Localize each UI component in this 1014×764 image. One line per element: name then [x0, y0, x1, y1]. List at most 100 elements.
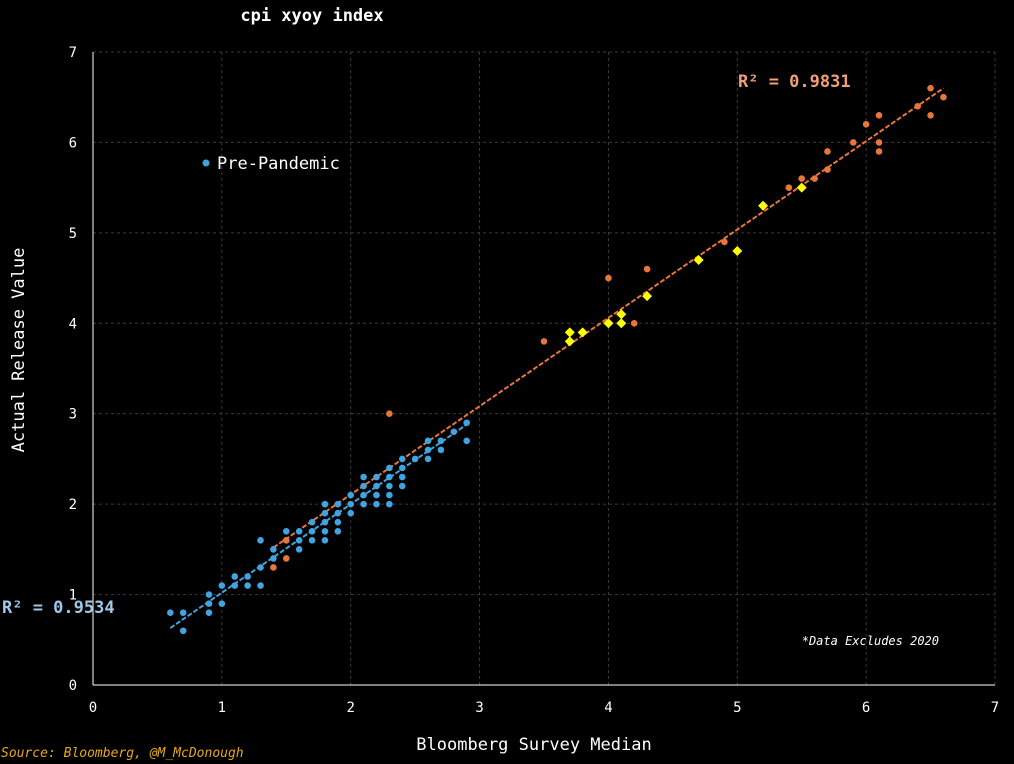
point-pre-pandemic [321, 500, 329, 508]
point-pre-pandemic [386, 491, 393, 499]
point-pre-pandemic [360, 473, 367, 481]
point-pre-pandemic [386, 464, 393, 472]
r-squared-post-pandemic: R² = 0.9831 [738, 72, 851, 92]
point-post-pandemic [386, 410, 393, 418]
point-pre-pandemic [398, 473, 406, 481]
point-pre-pandemic [360, 482, 367, 490]
x-tick-labels: 0 1 2 3 4 5 6 7 [89, 700, 999, 716]
r-squared-pre-pandemic: R² = 0.9534 [2, 598, 115, 618]
point-pre-pandemic [386, 500, 393, 508]
point-pre-pandemic [386, 473, 393, 481]
point-pre-pandemic [386, 482, 393, 490]
point-recent [577, 327, 588, 338]
point-pre-pandemic [321, 509, 329, 517]
point-pre-pandemic [244, 573, 251, 580]
point-post-pandemic [824, 166, 831, 173]
point-recent [758, 200, 769, 211]
point-pre-pandemic [373, 473, 380, 481]
point-recent [616, 318, 627, 329]
point-post-pandemic [282, 537, 290, 544]
point-pre-pandemic [463, 437, 470, 445]
point-post-pandemic [798, 175, 806, 182]
point-post-pandemic [927, 112, 934, 119]
y-tick-label: 3 [69, 407, 77, 423]
point-post-pandemic [875, 148, 883, 155]
point-pre-pandemic [295, 546, 303, 553]
point-pre-pandemic [437, 446, 445, 454]
y-tick-label: 5 [69, 226, 77, 242]
x-tick-label: 2 [346, 700, 354, 716]
point-pre-pandemic [167, 609, 174, 616]
point-post-pandemic [605, 274, 612, 282]
point-pre-pandemic [244, 582, 251, 589]
point-post-pandemic [630, 319, 638, 327]
point-pre-pandemic [424, 437, 432, 445]
grid-lines [93, 51, 996, 685]
point-post-pandemic [270, 564, 277, 571]
point-recent [693, 254, 704, 265]
point-pre-pandemic [334, 500, 342, 508]
point-pre-pandemic [463, 419, 470, 427]
x-axis-label: Bloomberg Survey Median [416, 735, 651, 755]
point-pre-pandemic [257, 537, 264, 544]
point-post-pandemic [540, 338, 548, 345]
point-pre-pandemic [218, 600, 226, 607]
point-pre-pandemic [347, 500, 355, 508]
point-pre-pandemic [205, 600, 213, 607]
point-pre-pandemic [360, 500, 367, 508]
point-pre-pandemic [424, 455, 432, 463]
x-tick-label: 1 [218, 700, 226, 716]
point-pre-pandemic [321, 527, 329, 535]
x-tick-label: 0 [89, 700, 97, 716]
y-tick-label: 2 [69, 497, 77, 513]
y-tick-label: 7 [69, 45, 77, 61]
point-recent [603, 318, 614, 329]
point-pre-pandemic [295, 527, 303, 535]
trendlines [169, 87, 945, 629]
x-tick-label: 3 [475, 700, 483, 716]
axes [92, 52, 995, 686]
point-pre-pandemic [270, 546, 277, 553]
point-pre-pandemic [334, 518, 342, 526]
point-pre-pandemic [373, 500, 380, 508]
point-pre-pandemic [270, 555, 277, 562]
point-recent [616, 309, 627, 320]
point-post-pandemic [785, 184, 793, 191]
point-post-pandemic [875, 139, 883, 146]
point-pre-pandemic [398, 455, 406, 463]
legend-label-pre-pandemic: Pre-Pandemic [217, 154, 340, 174]
y-tick-labels: 0 1 2 3 4 5 6 7 [69, 45, 77, 694]
point-recent [796, 182, 807, 193]
point-pre-pandemic [411, 455, 419, 463]
point-pre-pandemic [398, 464, 406, 472]
y-tick-label: 0 [69, 678, 77, 694]
data-points [167, 84, 947, 635]
point-pre-pandemic [347, 509, 355, 517]
trendline-post-pandemic [272, 87, 945, 549]
point-pre-pandemic [231, 582, 239, 589]
point-recent [564, 327, 575, 338]
data-exclusion-note: *Data Excludes 2020 [802, 634, 939, 648]
point-pre-pandemic [334, 527, 342, 535]
legend-marker-pre-pandemic [202, 159, 210, 167]
point-post-pandemic [914, 102, 921, 110]
point-pre-pandemic [334, 509, 342, 517]
point-post-pandemic [862, 121, 870, 128]
point-recent [564, 336, 575, 347]
point-pre-pandemic [437, 437, 445, 445]
y-tick-label: 1 [69, 588, 77, 604]
point-pre-pandemic [179, 627, 187, 635]
point-post-pandemic [940, 93, 947, 101]
point-pre-pandemic [373, 482, 380, 490]
point-pre-pandemic [373, 491, 380, 499]
point-pre-pandemic [257, 582, 264, 589]
point-pre-pandemic [424, 446, 432, 454]
point-pre-pandemic [231, 573, 239, 580]
point-pre-pandemic [205, 591, 213, 598]
point-pre-pandemic [308, 518, 316, 526]
point-recent [732, 245, 743, 256]
point-post-pandemic [927, 84, 934, 92]
y-tick-label: 4 [69, 316, 77, 332]
